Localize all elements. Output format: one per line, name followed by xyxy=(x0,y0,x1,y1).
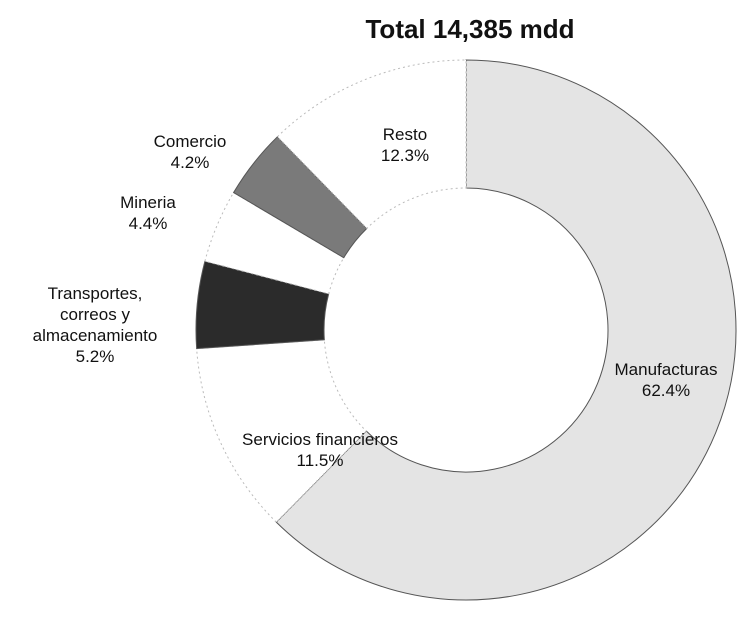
slice xyxy=(204,191,345,295)
value-label: 4.2% xyxy=(170,153,210,172)
category-label: Servicios financieros xyxy=(242,430,398,449)
value-label: 11.5% xyxy=(296,451,344,470)
value-label: 5.2% xyxy=(75,347,115,366)
value-label: 12.3% xyxy=(380,146,430,165)
slice xyxy=(276,59,467,230)
slice-label: Transportes, correos y almacenamiento 5.2… xyxy=(25,283,165,367)
slice xyxy=(275,59,737,601)
slice-label: Mineria 4.4% xyxy=(78,192,218,234)
category-label: Resto xyxy=(382,125,428,144)
category-label: Comercio xyxy=(153,132,227,151)
category-label: Mineria xyxy=(120,193,176,212)
slice-label: Servicios financieros 11.5% xyxy=(240,429,400,471)
chart-title: Total 14,385 mdd xyxy=(365,14,575,44)
category-label: Transportes, correos y almacenamiento xyxy=(32,284,158,345)
value-label: 4.4% xyxy=(128,214,168,233)
value-label: 62.4% xyxy=(641,381,691,400)
slice-label: Comercio 4.2% xyxy=(120,131,260,173)
category-label: Manufacturas xyxy=(614,360,718,379)
slice-label: Resto 12.3% xyxy=(335,124,475,166)
slice-label: Manufacturas 62.4% xyxy=(586,359,746,401)
slice xyxy=(232,135,368,259)
